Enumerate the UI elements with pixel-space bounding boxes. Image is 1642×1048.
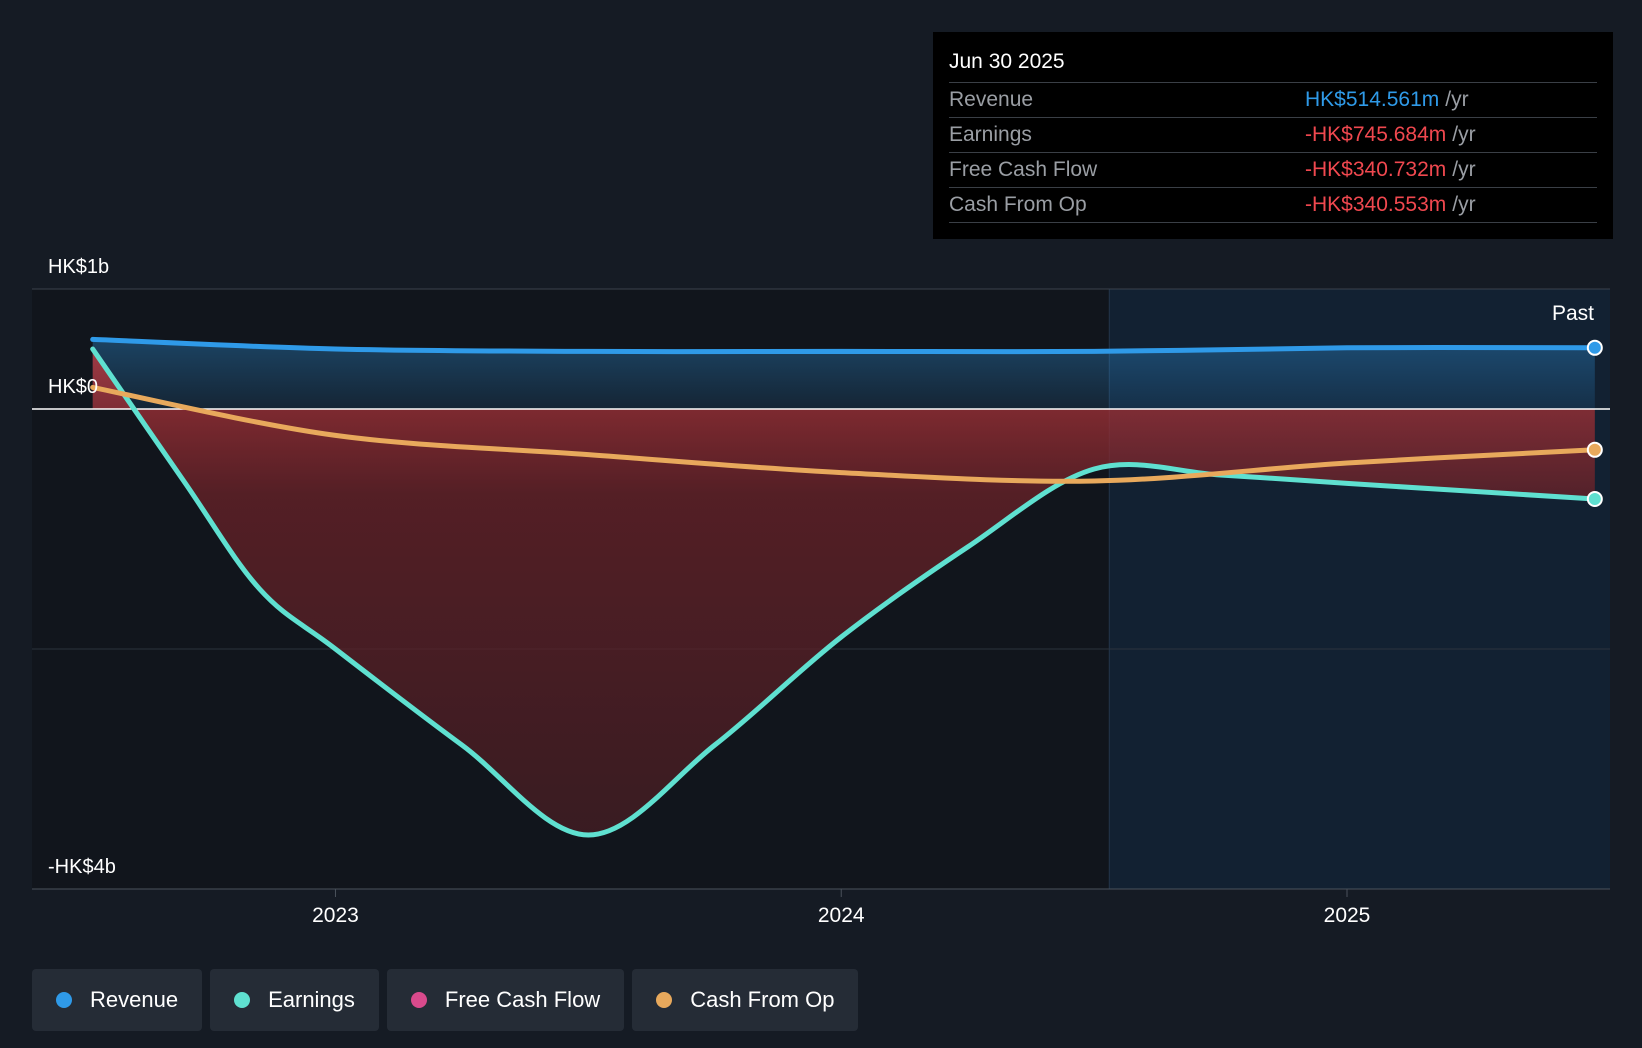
legend-dot-icon [234, 992, 251, 1008]
area-revenue [92, 339, 1595, 409]
tooltip-value: -HK$340.553m [1305, 193, 1447, 216]
tooltip-unit: /yr [1452, 158, 1476, 181]
legend-dot-icon [56, 992, 72, 1008]
tooltip-unit: /yr [1445, 88, 1469, 111]
tooltip-unit: /yr [1452, 123, 1476, 146]
tooltip: Jun 30 2025 Revenue HK$514.561m /yr Earn… [933, 32, 1613, 239]
end-point-revenue [1586, 339, 1603, 356]
tooltip-row-revenue: Revenue HK$514.561m /yr [949, 83, 1597, 118]
tooltip-unit: /yr [1452, 193, 1476, 216]
tooltip-label: Cash From Op [949, 193, 1087, 216]
legend-label: Revenue [90, 987, 179, 1012]
tooltip-date: Jun 30 2025 [949, 46, 1597, 83]
legend-item-free-cash-flow[interactable]: Free Cash Flow [386, 969, 625, 1031]
y-tick-label-bottom: -HK$4b [48, 856, 116, 878]
tooltip-row-free-cash-flow: Free Cash Flow -HK$340.732m /yr [949, 153, 1597, 188]
end-point-cash-from-op [1586, 441, 1603, 458]
legend-label: Cash From Op [690, 987, 835, 1012]
tooltip-row-earnings: Earnings -HK$745.684m /yr [949, 118, 1597, 153]
area-earnings [92, 349, 1595, 835]
series-line-revenue [90, 336, 1598, 355]
x-tick-label: 2025 [1324, 904, 1371, 927]
tooltip-value: -HK$340.732m [1305, 158, 1447, 181]
tooltip-label: Revenue [949, 88, 1034, 111]
legend-dot-icon [410, 992, 427, 1008]
y-tick-label-zero: HK$0 [48, 376, 98, 398]
y-tick-label-top: HK$1b [48, 256, 109, 278]
x-tick-label: 2024 [818, 904, 865, 927]
end-point-earnings [1586, 491, 1603, 507]
legend-item-cash-from-op[interactable]: Cash From Op [632, 969, 859, 1031]
legend-item-earnings[interactable]: Earnings [210, 969, 379, 1031]
tooltip-label: Earnings [949, 123, 1032, 146]
tooltip-label: Free Cash Flow [949, 158, 1098, 181]
legend: Revenue Earnings Free Cash Flow Cash Fro… [32, 969, 859, 1031]
past-label: Past [1552, 302, 1594, 325]
x-tick-label: 2023 [312, 904, 359, 927]
legend-label: Earnings [268, 987, 355, 1012]
legend-dot-icon [656, 992, 673, 1008]
tooltip-value: HK$514.561m [1305, 88, 1440, 111]
legend-label: Free Cash Flow [444, 987, 601, 1012]
tooltip-value: -HK$745.684m [1305, 123, 1447, 146]
series-line-earnings [90, 346, 1598, 838]
legend-item-revenue[interactable]: Revenue [32, 969, 203, 1031]
series-line-cash-from-op [90, 384, 1598, 484]
tooltip-row-cash-from-op: Cash From Op -HK$340.553m /yr [949, 188, 1597, 223]
